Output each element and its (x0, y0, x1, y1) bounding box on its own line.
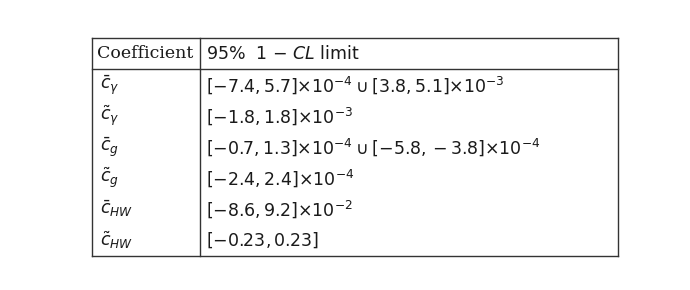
Text: $[-2.4, 2.4]{\times}10^{-4}$: $[-2.4, 2.4]{\times}10^{-4}$ (206, 167, 355, 189)
Text: $[-1.8, 1.8]{\times}10^{-3}$: $[-1.8, 1.8]{\times}10^{-3}$ (206, 105, 353, 127)
Text: $[-8.6, 9.2]{\times}10^{-2}$: $[-8.6, 9.2]{\times}10^{-2}$ (206, 198, 353, 220)
Text: $\bar{c}_{\gamma}$: $\bar{c}_{\gamma}$ (99, 73, 119, 97)
Text: 95%  1 $-$ $\mathit{CL}$ limit: 95% 1 $-$ $\mathit{CL}$ limit (206, 45, 359, 63)
Text: Coefficient: Coefficient (97, 45, 194, 62)
Text: $\tilde{c}_{HW}$: $\tilde{c}_{HW}$ (99, 230, 133, 251)
Text: $\tilde{c}_{\gamma}$: $\tilde{c}_{\gamma}$ (99, 104, 119, 128)
Text: $[-0.23, 0.23]$: $[-0.23, 0.23]$ (206, 231, 319, 250)
Text: $[-7.4, 5.7]{\times}10^{-4} \cup [3.8, 5.1]{\times}10^{-3}$: $[-7.4, 5.7]{\times}10^{-4} \cup [3.8, 5… (206, 74, 504, 96)
Text: $\bar{c}_{HW}$: $\bar{c}_{HW}$ (99, 199, 133, 220)
Text: $\bar{c}_{g}$: $\bar{c}_{g}$ (99, 135, 119, 159)
Text: $\tilde{c}_{g}$: $\tilde{c}_{g}$ (99, 166, 119, 191)
Text: $[-0.7, 1.3]{\times}10^{-4} \cup [-5.8, -3.8]{\times}10^{-4}$: $[-0.7, 1.3]{\times}10^{-4} \cup [-5.8, … (206, 136, 540, 158)
